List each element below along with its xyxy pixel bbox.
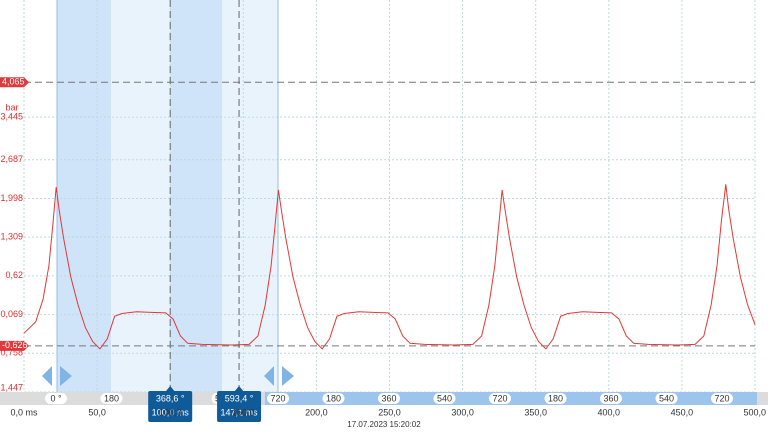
y-tick-label: -0,758 — [0, 348, 23, 358]
y-tick-label: 0,62 — [5, 270, 23, 280]
signal-line — [23, 184, 756, 350]
angle-pill — [600, 393, 622, 404]
angle-pill — [322, 393, 345, 404]
y-tick-label: 2,687 — [0, 154, 23, 164]
angle-label: 0 ° — [50, 393, 62, 403]
y-tick-label: 1,309 — [0, 232, 23, 242]
angle-pill — [45, 393, 67, 404]
analysis-bands — [56, 0, 279, 392]
angle-label: 180 — [548, 393, 563, 403]
plot — [23, 184, 756, 350]
v-cursor-label: 100,0 ms — [152, 407, 190, 417]
arrow-left[interactable] — [42, 366, 52, 386]
x-tick-label: 300,0 — [451, 407, 474, 417]
angle-label: 720 — [492, 393, 507, 403]
h-cursor-label: -0,626 — [2, 340, 28, 350]
x-tick-label: 200,0 — [305, 407, 328, 417]
timestamp: 17.07.2023 15:20:02 — [347, 420, 421, 429]
angle-pill — [711, 393, 733, 404]
cursors: 4,065 -0,626 368,6 ° 100,0 ms 593,4 ° 147,1 m… — [0, 0, 755, 422]
v-cursor-tip — [234, 386, 245, 392]
angle-pill — [267, 393, 289, 404]
angle-label: 540 — [437, 393, 452, 403]
x-tick-label: 250,0 — [378, 407, 401, 417]
angle-label: 720 — [270, 393, 285, 403]
angle-label: 360 — [603, 393, 618, 403]
band-dark — [57, 0, 111, 392]
v-cursor-box — [148, 391, 193, 422]
x-tick-label: 500,0 — [743, 407, 766, 417]
angle-label: 360 — [381, 393, 396, 403]
v-cursor-box — [217, 391, 262, 422]
angle-pill — [655, 393, 678, 404]
h-cursor-label: 4,065 — [2, 77, 25, 87]
v-cursor-tip — [165, 386, 176, 392]
angle-pill — [544, 393, 567, 404]
angle-pill — [433, 393, 456, 404]
arrow-left[interactable] — [264, 366, 274, 386]
x-tick-label: 350,0 — [524, 407, 547, 417]
h-cursor-flag — [0, 77, 29, 88]
y-tick-label: -1,447 — [0, 382, 23, 392]
angle-label: 720 — [714, 393, 729, 403]
h-cursor-flag — [0, 340, 29, 351]
x-tick-label: 400,0 — [598, 407, 621, 417]
band-light — [222, 0, 278, 392]
v-cursor-angle: 593,4 ° — [225, 393, 254, 403]
v-cursor-angle: 368,6 ° — [156, 393, 185, 403]
arrow-right[interactable] — [60, 366, 72, 386]
y-tick-label: 1,998 — [0, 193, 23, 203]
x-tick-label: 100,0 — [159, 407, 182, 417]
angle-pill — [378, 393, 400, 404]
arrow-right[interactable] — [282, 366, 294, 386]
x-tick-label: 50,0 — [88, 407, 106, 417]
v-cursor-label: 147,1 ms — [221, 407, 259, 417]
band-light — [111, 0, 170, 392]
angle-scale: 0 °180360540720180360540720180360540720 — [45, 393, 733, 404]
x-tick-label: 450,0 — [671, 407, 694, 417]
angle-label: 180 — [326, 393, 341, 403]
angle-label: 540 — [659, 393, 674, 403]
angle-label: 180 — [104, 393, 119, 403]
y-tick-label: 3,445 — [0, 112, 23, 122]
angle-pill — [100, 393, 123, 404]
grid — [23, 0, 756, 393]
x-tick-label: 150,0 — [232, 407, 255, 417]
y-tick-label: -0,069 — [0, 309, 23, 319]
angle-pill — [489, 393, 511, 404]
y-unit: bar — [5, 102, 18, 112]
nav-arrows[interactable] — [42, 366, 294, 386]
band-dark — [170, 0, 222, 392]
x-tick-label: 0,0 ms — [10, 407, 38, 417]
